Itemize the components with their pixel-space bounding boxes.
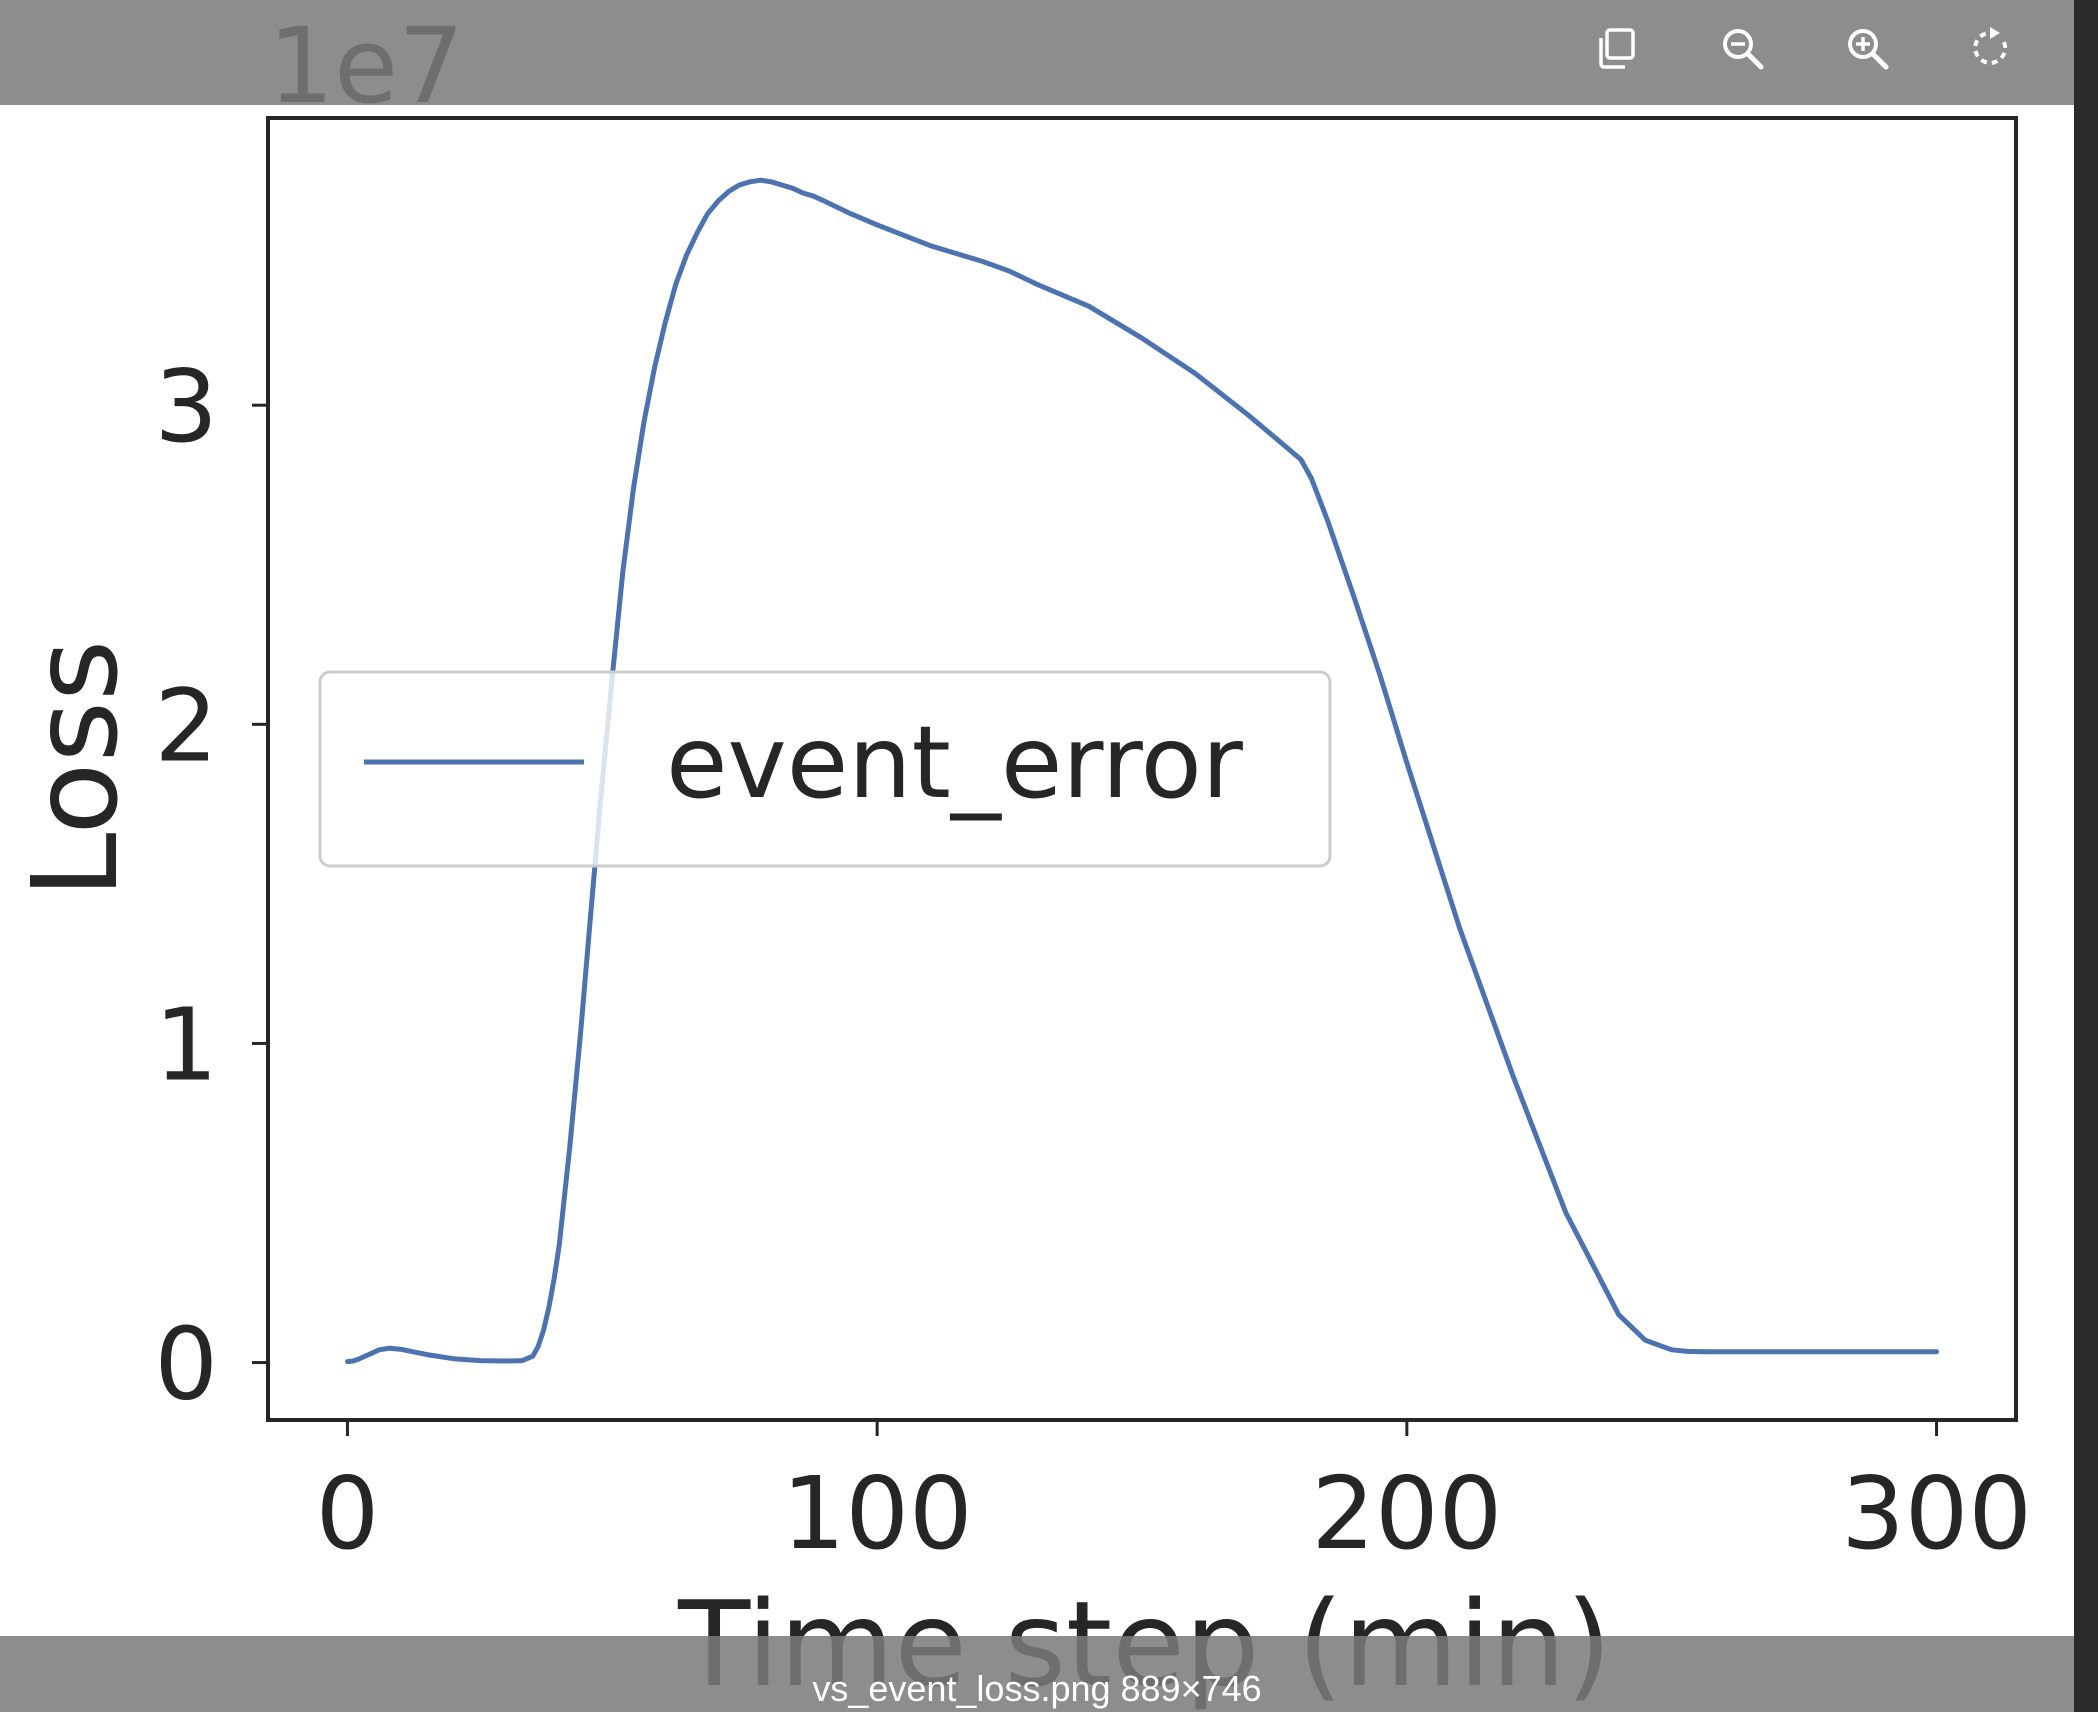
plot-frame <box>266 116 2018 1422</box>
y-tick-label: 0 <box>154 1306 218 1423</box>
y-tick-label: 3 <box>154 348 218 465</box>
y-axis-ticks: 0 1 2 3 <box>154 348 268 1423</box>
y-tick-label: 1 <box>154 986 218 1103</box>
legend-label: event_error <box>666 704 1244 821</box>
zoom-in-button[interactable] <box>1822 8 1912 88</box>
zoom-out-icon <box>1723 29 1764 70</box>
x-tick-label: 0 <box>316 1455 380 1572</box>
image-filename-caption: vs_event_loss.png 889×746 <box>812 1668 1262 1709</box>
x-axis-ticks: 0 100 200 300 <box>316 1420 2032 1572</box>
series-line-event_error <box>345 177 1939 1365</box>
viewer-toolbar <box>0 0 2074 105</box>
series-layer <box>345 177 1939 1365</box>
copy-icon <box>1599 28 1635 69</box>
x-tick-label: 300 <box>1841 1455 2032 1572</box>
window-edge <box>2074 0 2098 1712</box>
rotate-icon <box>1973 27 2008 65</box>
x-tick-label: 200 <box>1311 1455 1502 1572</box>
legend-box <box>318 670 1332 868</box>
rotate-button[interactable] <box>1947 8 2037 88</box>
copy-button[interactable] <box>1572 8 1662 88</box>
zoom-out-button[interactable] <box>1697 8 1787 88</box>
y-tick-label: 2 <box>154 667 218 784</box>
zoom-in-icon <box>1848 29 1889 70</box>
status-bar: vs_event_loss.png 889×746 <box>0 1636 2074 1712</box>
legend: event_error <box>318 670 1332 868</box>
y-axis-label: Loss <box>6 640 144 899</box>
x-tick-label: 100 <box>782 1455 973 1572</box>
